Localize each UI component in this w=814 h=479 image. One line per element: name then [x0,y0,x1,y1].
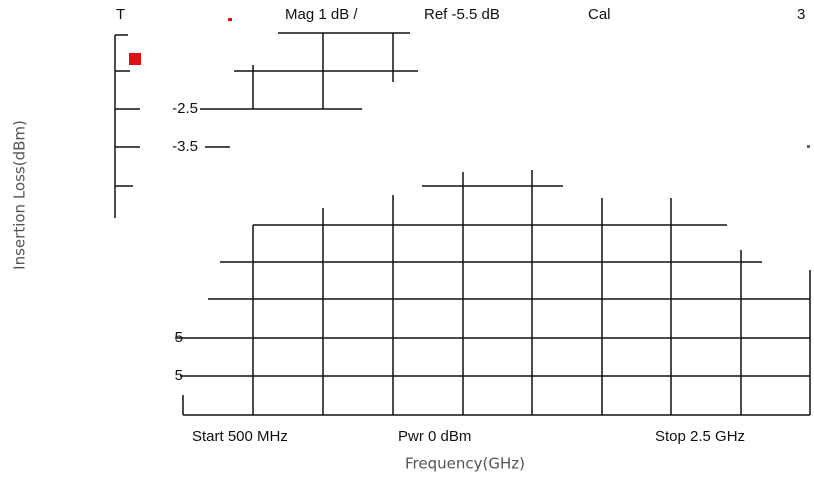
channel: T [116,6,125,23]
y-label: 5 [175,367,183,384]
y-label: 5 [175,329,183,346]
graticule [114,32,811,416]
y-axis-label: Insertion Loss(dBm) [11,120,29,270]
y-label: -2.5 [172,100,198,117]
power: Pwr 0 dBm [398,428,471,445]
stop-freq: Stop 2.5 GHz [655,428,745,445]
x-axis-label: Frequency(GHz) [405,455,525,473]
cal: Cal [588,6,611,23]
trace-dot [807,145,810,148]
start-freq: Start 500 MHz [192,428,288,445]
y-label: -3.5 [172,138,198,155]
marker-box [129,53,141,65]
scale: Mag 1 dB / [285,6,358,23]
reference: Ref -5.5 dB [424,6,500,23]
status-dot [228,18,232,21]
marker-number: 3 [797,6,805,23]
